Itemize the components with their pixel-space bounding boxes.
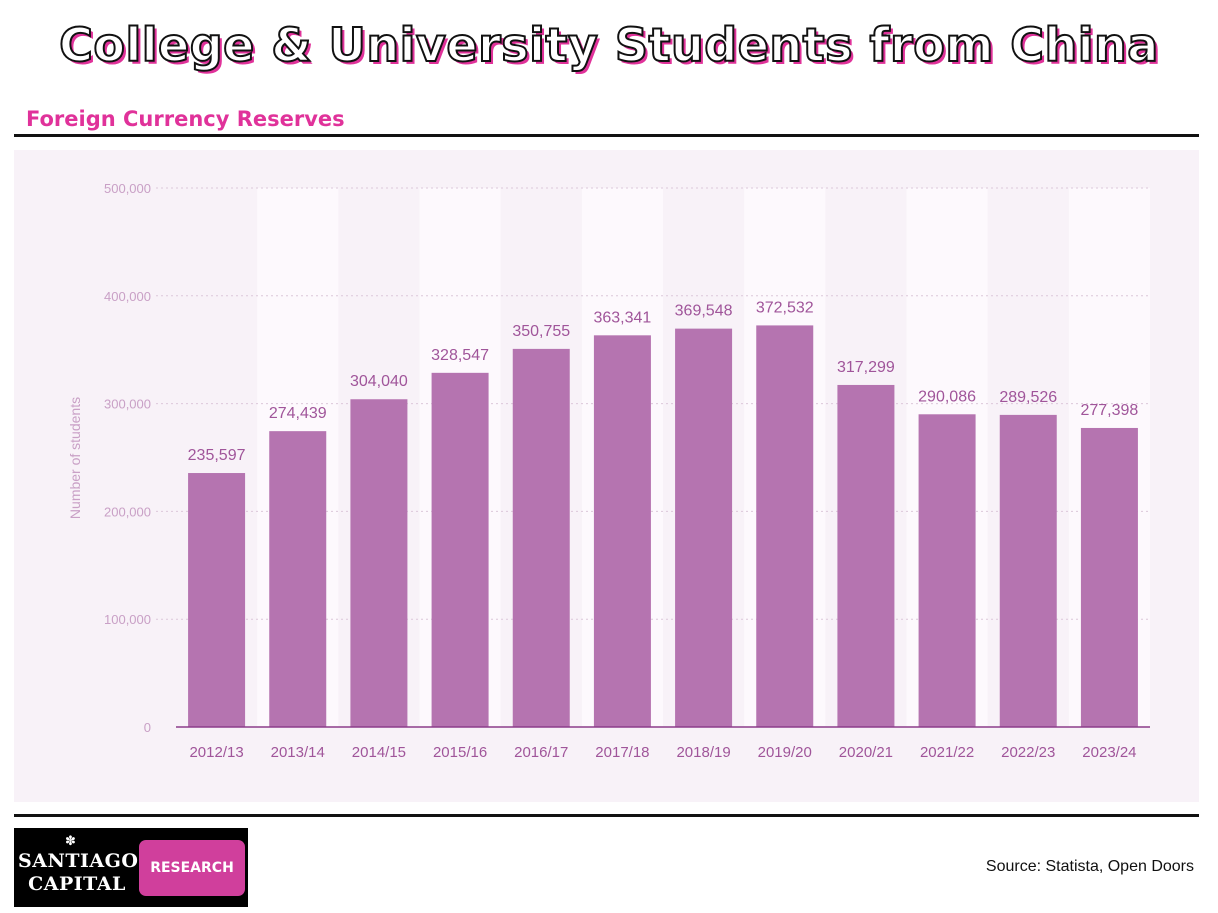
y-tick-label: 500,000 xyxy=(104,181,151,196)
x-tick-label: 2018/19 xyxy=(676,744,730,761)
bar-value-label: 328,547 xyxy=(431,347,489,364)
x-tick-label: 2022/23 xyxy=(1001,744,1055,761)
bar-value-label: 289,526 xyxy=(999,389,1057,406)
bar xyxy=(1080,427,1138,727)
bar xyxy=(269,431,327,727)
y-tick-label: 200,000 xyxy=(104,504,151,519)
shell-icon: ✽ xyxy=(65,833,76,848)
x-tick-label: 2013/14 xyxy=(271,744,325,761)
bar xyxy=(350,399,408,727)
y-tick-label: 300,000 xyxy=(104,397,151,412)
bottom-divider xyxy=(14,814,1199,817)
bar-value-label: 235,597 xyxy=(188,447,246,464)
logo-badge: RESEARCH xyxy=(139,840,245,896)
bar-value-label: 304,040 xyxy=(350,373,408,390)
bar xyxy=(837,384,895,727)
y-axis-label: Number of students xyxy=(67,397,83,519)
x-tick-label: 2015/16 xyxy=(433,744,487,761)
bar xyxy=(675,328,733,727)
chart-panel: 0 100,000 200,000 300,000 400,000 500,000 Numb… xyxy=(14,150,1199,802)
page-title: College & University Students from China xyxy=(58,17,1159,73)
bar-value-label: 372,532 xyxy=(756,299,814,316)
x-tick-label: 2014/15 xyxy=(352,744,406,761)
logo-line-1: Santiago xyxy=(18,850,139,872)
bar xyxy=(593,335,651,727)
bar-value-label: 369,548 xyxy=(675,303,733,320)
logo-wordmark: Santiago Capital xyxy=(18,850,139,896)
bar-value-label: 317,299 xyxy=(837,359,895,376)
bar-chart: 0 100,000 200,000 300,000 400,000 500,000 Numb… xyxy=(67,181,1150,761)
bar xyxy=(918,414,976,727)
x-tick-label: 2017/18 xyxy=(595,744,649,761)
bar-value-label: 277,398 xyxy=(1080,402,1138,419)
chart-subtitle: Foreign Currency Reserves xyxy=(26,107,345,131)
bar-value-label: 350,755 xyxy=(512,323,570,340)
y-tick-label: 100,000 xyxy=(104,612,151,627)
x-tick-label: 2023/24 xyxy=(1082,744,1136,761)
top-divider xyxy=(14,134,1199,137)
bar xyxy=(188,473,246,727)
x-tick-label: 2019/20 xyxy=(758,744,812,761)
bar xyxy=(431,372,489,727)
bar xyxy=(756,325,814,727)
x-tick-label: 2016/17 xyxy=(514,744,568,761)
bar-value-label: 363,341 xyxy=(593,309,651,326)
bar-value-label: 290,086 xyxy=(918,388,976,405)
santiago-capital-logo: ✽ Santiago Capital RESEARCH xyxy=(14,828,248,907)
x-tick-label: 2020/21 xyxy=(839,744,893,761)
x-tick-label: 2012/13 xyxy=(189,744,243,761)
y-tick-label: 400,000 xyxy=(104,289,151,304)
bar xyxy=(512,348,570,727)
y-tick-label: 0 xyxy=(144,720,151,735)
x-tick-label: 2021/22 xyxy=(920,744,974,761)
bar-value-label: 274,439 xyxy=(269,405,327,422)
logo-line-2: Capital xyxy=(28,873,126,895)
bar xyxy=(999,414,1057,727)
source-note: Source: Statista, Open Doors xyxy=(985,858,1194,875)
